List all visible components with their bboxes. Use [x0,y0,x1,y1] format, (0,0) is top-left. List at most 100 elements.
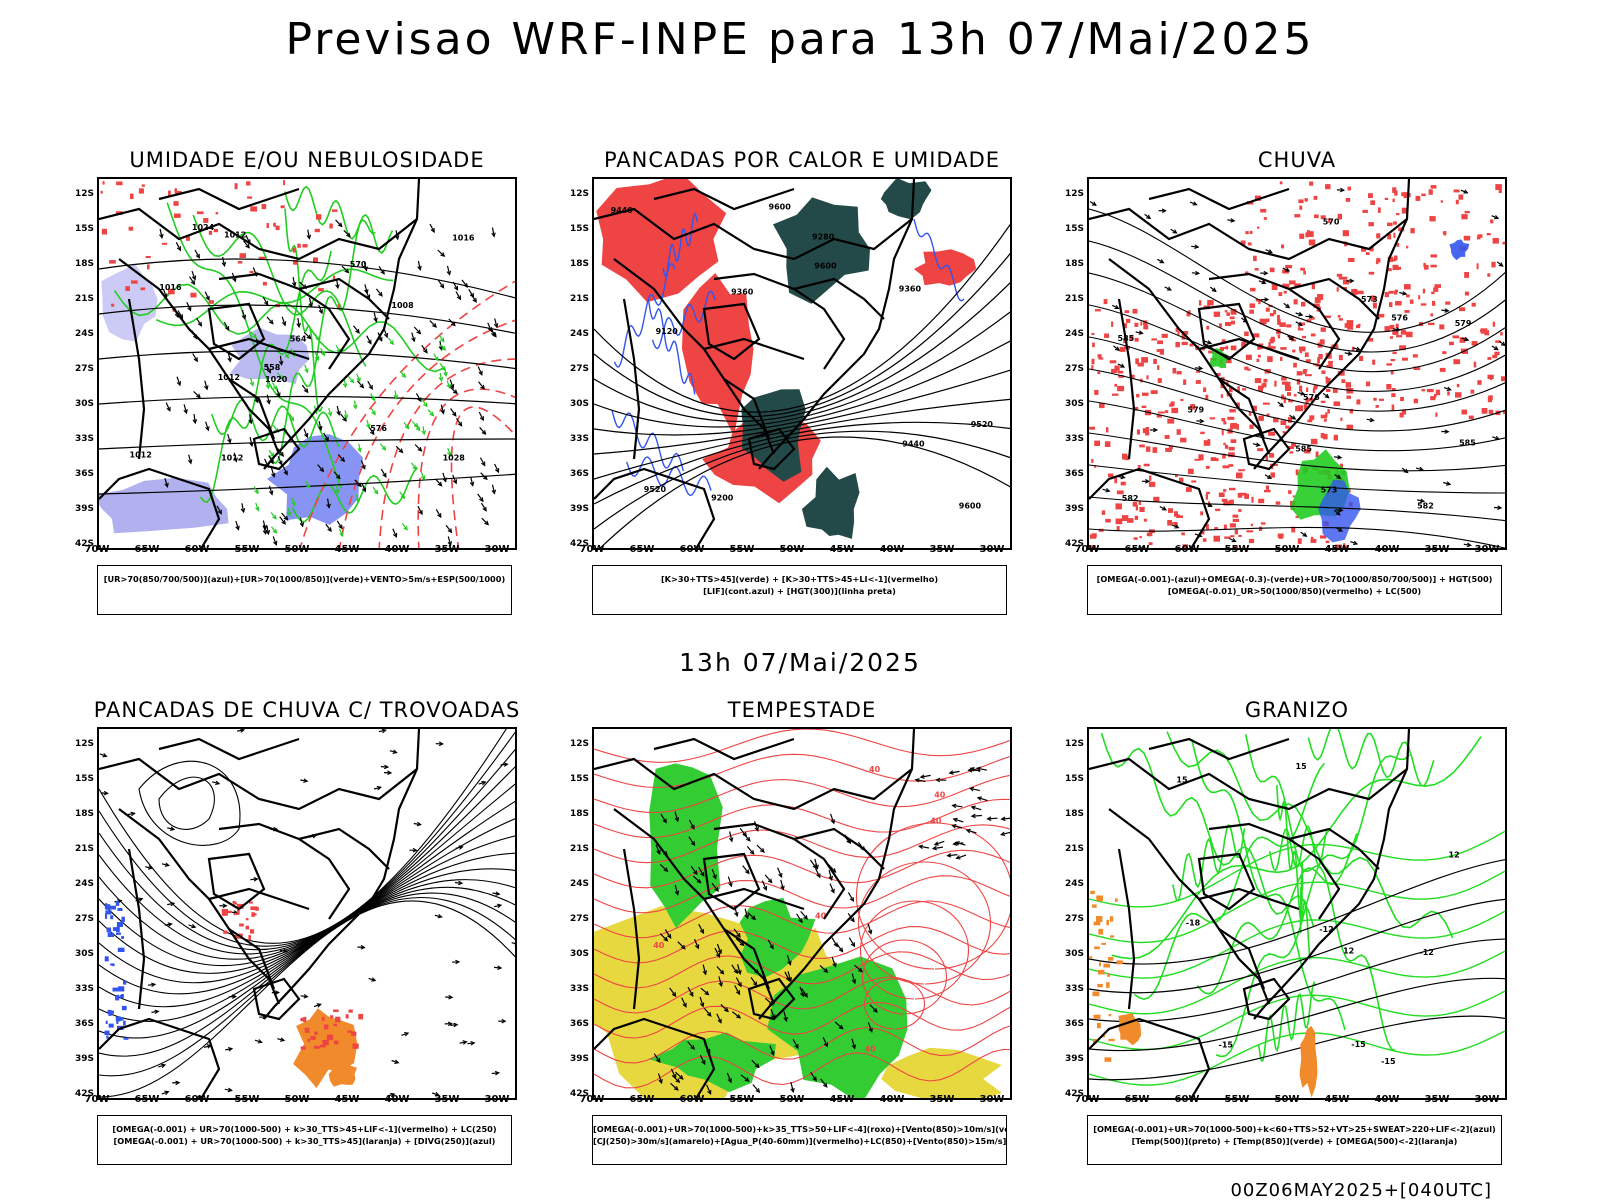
svg-text:1020: 1020 [265,375,288,384]
svg-text:9520: 9520 [644,485,667,494]
svg-text:12: 12 [1343,946,1354,955]
lon-label: 65W [627,1094,657,1105]
middle-title: 13h 07/Mai/2025 [0,648,1600,677]
lat-label: 30S [1054,949,1084,959]
humidity-1000-850-contour [285,187,393,253]
svg-text:582: 582 [1417,502,1434,511]
lat-label: 27S [559,914,589,924]
svg-text:40: 40 [865,1045,877,1054]
lat-label: 30S [559,949,589,959]
svg-text:564: 564 [290,335,307,344]
lon-label: 35W [432,544,462,555]
svg-text:579: 579 [1187,406,1204,415]
svg-text:9440: 9440 [902,439,925,448]
lat-label: 12S [1054,739,1084,749]
page-title: Previsao WRF-INPE para 13h 07/Mai/2025 [0,14,1600,65]
lat-label: 30S [1054,399,1084,409]
svg-text:-15: -15 [1351,1040,1366,1049]
temp-850-contour [1089,909,1507,978]
lon-label: 30W [977,1094,1007,1105]
pressure-contour [99,397,517,405]
lon-label: 70W [1072,1094,1102,1105]
lat-label: 21S [64,294,94,304]
lat-label: 27S [1054,914,1084,924]
lon-label: 55W [727,544,757,555]
panel-title-pancadas-trovoadas: PANCADAS DE CHUVA C/ TROVOADAS [57,698,557,722]
lat-label: 21S [1054,294,1084,304]
lat-label: 18S [64,809,94,819]
lat-label: 33S [559,984,589,994]
svg-text:40: 40 [869,765,881,774]
lon-label: 70W [82,1094,112,1105]
lon-label: 45W [827,544,857,555]
lat-label: 39S [559,504,589,514]
streamline-250 [99,763,517,954]
svg-text:-18: -18 [1186,918,1201,927]
lat-label: 18S [559,259,589,269]
lon-label: 55W [1222,1094,1252,1105]
lat-label: 39S [559,1054,589,1064]
svg-text:9120: 9120 [656,327,679,336]
lat-label: 15S [1054,774,1084,784]
lon-label: 50W [1272,1094,1302,1105]
lon-label: 70W [1072,544,1102,555]
svg-text:585: 585 [1295,444,1312,453]
legend-line: [OMEGA(-0.001)+UR>70(1000-500)+k<60+TTS>… [1088,1123,1501,1135]
lon-label: 35W [432,1094,462,1105]
lat-label: 12S [559,739,589,749]
lat-label: 36S [64,1019,94,1029]
temp-850-contour [1270,826,1327,870]
lat-label: 15S [559,224,589,234]
convective-region [773,197,870,304]
lat-label: 36S [1054,1019,1084,1029]
lon-label: 65W [627,544,657,555]
lon-label: 45W [1322,544,1352,555]
legend-line: [UR>70(850/700/500)](azul)+[UR>70(1000/8… [98,573,511,585]
lon-label: 30W [1472,544,1502,555]
panel-title-chuva: CHUVA [1047,148,1547,172]
lat-label: 18S [1054,259,1084,269]
convective-region [802,467,860,539]
lon-label: 40W [1372,544,1402,555]
map-canvas: 1012101210161016102010241028100810121012… [99,179,517,550]
lon-label: 35W [1422,544,1452,555]
panel-title-tempestade: TEMPESTADE [552,698,1052,722]
lat-label: 12S [559,189,589,199]
divergence-field [105,901,129,1040]
legend-line: [OMEGA(-0.001)-(azul)+OMEGA(-0.3)-(verde… [1088,573,1501,585]
lon-label: 30W [977,544,1007,555]
lon-label: 50W [777,544,807,555]
lat-label: 36S [64,469,94,479]
lon-label: 30W [482,1094,512,1105]
svg-text:573: 573 [1321,486,1338,495]
legend-line: [OMEGA(-0.001) + UR>70(1000-500) + k>30_… [98,1135,511,1147]
legend-line: [Temp(500)](preto) + [Temp(850)](verde) … [1088,1135,1501,1147]
legend-umidade: [UR>70(850/700/500)](azul)+[UR>70(1000/8… [97,565,512,615]
temp-500-contour [1089,1016,1507,1080]
streamline-250 [139,761,240,845]
run-label: 00Z06MAY2025+[040UTC] [1230,1180,1492,1201]
pressure-contour [99,305,517,334]
panel-title-pancadas-calor: PANCADAS POR CALOR E UMIDADE [552,148,1052,172]
lon-label: 50W [282,1094,312,1105]
lat-label: 36S [559,1019,589,1029]
lon-label: 35W [927,544,957,555]
lon-label: 45W [332,1094,362,1105]
lat-label: 24S [559,329,589,339]
lon-label: 60W [677,1094,707,1105]
svg-text:1016: 1016 [452,234,475,243]
lon-label: 45W [1322,1094,1352,1105]
legend-line: [OMEGA(-0.001) + UR>70(1000-500) + k>30_… [98,1123,511,1135]
political-borders [99,729,419,1100]
lat-label: 15S [64,224,94,234]
lon-label: 65W [1122,1094,1152,1105]
legend-pancadas-calor: [K>30+TTS>45](verde) + [K>30+TTS>45+LI<-… [592,565,1007,615]
svg-text:1008: 1008 [391,301,414,310]
temp-850-contour [1089,949,1507,1014]
svg-text:585: 585 [1459,439,1476,448]
lon-label: 60W [1172,1094,1202,1105]
lat-label: 27S [559,364,589,374]
instability-region [914,249,976,285]
svg-text:570: 570 [350,260,367,269]
